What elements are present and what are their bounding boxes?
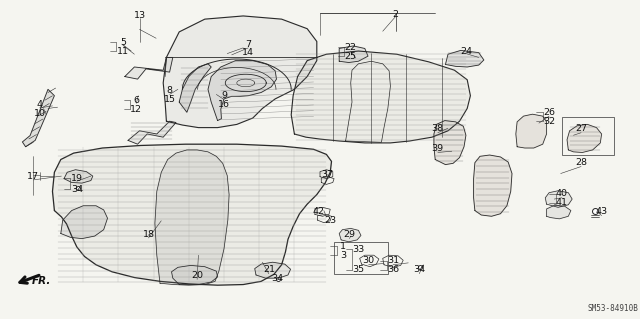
Polygon shape [547, 205, 571, 219]
Text: 28: 28 [575, 158, 587, 167]
Text: 13: 13 [134, 11, 145, 20]
Text: 17: 17 [28, 172, 39, 181]
Text: 5: 5 [120, 38, 126, 47]
Text: 19: 19 [71, 174, 83, 182]
Text: 12: 12 [131, 105, 142, 114]
Text: 27: 27 [575, 124, 587, 133]
Polygon shape [255, 262, 291, 278]
Text: 23: 23 [324, 216, 336, 225]
Polygon shape [179, 64, 211, 112]
Polygon shape [545, 191, 572, 207]
Polygon shape [445, 50, 484, 67]
Text: 2: 2 [392, 10, 399, 19]
Polygon shape [339, 46, 368, 63]
Polygon shape [516, 114, 547, 148]
Text: 41: 41 [556, 198, 568, 207]
Polygon shape [208, 61, 276, 121]
Polygon shape [64, 170, 93, 183]
Polygon shape [434, 121, 466, 165]
Polygon shape [128, 121, 176, 144]
Polygon shape [22, 89, 54, 147]
Polygon shape [474, 155, 512, 216]
Text: 34: 34 [271, 274, 283, 283]
Text: 24: 24 [460, 47, 472, 56]
Text: 43: 43 [596, 207, 607, 216]
Text: 3: 3 [340, 251, 346, 260]
Text: FR.: FR. [32, 276, 51, 286]
Polygon shape [172, 265, 218, 285]
Polygon shape [155, 150, 229, 285]
Text: 39: 39 [432, 144, 444, 153]
Text: 36: 36 [387, 265, 399, 274]
Polygon shape [52, 144, 332, 285]
Text: 31: 31 [387, 256, 399, 265]
Text: 15: 15 [164, 95, 175, 104]
Text: 4: 4 [36, 100, 43, 109]
Text: 29: 29 [344, 230, 355, 239]
Bar [562, 117, 614, 155]
Text: 6: 6 [133, 96, 140, 105]
Text: 8: 8 [166, 86, 173, 95]
Text: 1: 1 [340, 242, 346, 251]
Text: 37: 37 [322, 170, 333, 179]
Text: 10: 10 [34, 109, 45, 118]
Text: 32: 32 [543, 117, 555, 126]
Text: 22: 22 [345, 43, 356, 52]
Text: 20: 20 [191, 271, 203, 280]
Text: 16: 16 [218, 100, 230, 109]
Bar [334, 242, 388, 274]
Text: 38: 38 [432, 124, 444, 133]
Polygon shape [339, 228, 361, 242]
Text: 33: 33 [352, 245, 365, 254]
Text: 11: 11 [117, 47, 129, 56]
Text: 34: 34 [71, 185, 83, 194]
Text: 9: 9 [221, 91, 227, 100]
Text: 35: 35 [353, 265, 364, 274]
Text: SM53-84910B: SM53-84910B [588, 304, 639, 313]
Text: 18: 18 [143, 230, 154, 239]
Text: 34: 34 [413, 265, 425, 274]
Text: 42: 42 [313, 207, 324, 216]
Polygon shape [567, 124, 602, 152]
Text: 30: 30 [363, 256, 374, 265]
Text: 7: 7 [245, 40, 252, 48]
Polygon shape [125, 57, 173, 79]
Polygon shape [291, 51, 470, 143]
Text: 25: 25 [345, 52, 356, 61]
Polygon shape [61, 206, 108, 239]
Text: 26: 26 [543, 108, 555, 117]
Text: 14: 14 [243, 48, 254, 57]
Polygon shape [163, 16, 317, 128]
Text: 21: 21 [263, 265, 275, 274]
Text: 40: 40 [556, 189, 568, 198]
